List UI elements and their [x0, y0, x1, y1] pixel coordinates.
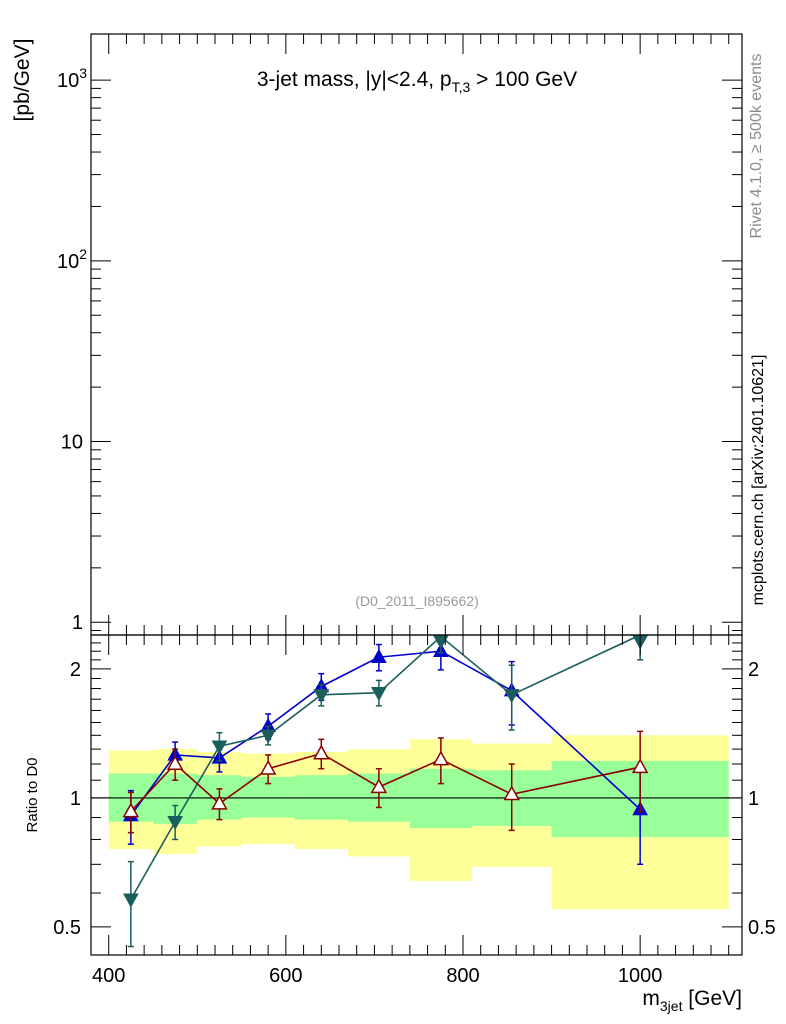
data-point-marker	[166, 755, 184, 770]
x-tick-label: 800	[446, 965, 479, 987]
main-y-tick-label: 10	[61, 432, 83, 454]
data-point-marker	[371, 686, 387, 702]
data-point-marker	[371, 648, 387, 663]
x-ticks: 400 600 800 1000	[92, 635, 730, 987]
data-point-marker	[167, 815, 183, 831]
data-point-marker	[313, 744, 330, 760]
data-point-marker	[260, 729, 276, 744]
main-y-ticks: 1 10 102 103	[57, 34, 742, 635]
data-point-marker	[313, 689, 330, 704]
data-point-marker	[123, 893, 139, 908]
data-point-marker	[432, 750, 450, 766]
ratio-y-tick-label-right: 2	[748, 659, 759, 681]
main-panel: 1 10 102 103 3-jet mass, |y|<2.4, pT,3 > 10…	[11, 33, 743, 636]
ratio-y-ticks: 0.5 0.5 1 1 2 2	[53, 634, 776, 939]
main-y-tick-label: 102	[57, 246, 87, 273]
ratio-y-tick-label-right: 1	[748, 788, 759, 810]
x-axis-label: m3jet [GeV]	[642, 987, 742, 1014]
main-title: 3-jet mass, |y|<2.4, pT,3 > 100 GeV	[257, 68, 577, 95]
data-point-marker	[370, 778, 388, 794]
analysis-watermark: (D0_2011_I895662)	[355, 593, 479, 609]
x-tick-label: 1000	[618, 965, 663, 987]
data-point-marker	[259, 759, 277, 775]
series-layer	[122, 635, 649, 948]
data-point-marker	[211, 794, 228, 810]
main-frame	[90, 33, 743, 636]
data-point-marker	[122, 802, 140, 818]
rivet-version-label: Rivet 4.1.0, ≥ 500k events	[748, 54, 765, 239]
x-tick-label: 400	[92, 965, 125, 987]
x-tick-label: 600	[269, 965, 302, 987]
ratio-y-tick-label: 1	[70, 788, 81, 810]
data-point-marker	[503, 689, 520, 704]
ratio-y-axis-label: Ratio to D0	[24, 757, 41, 832]
data-point-marker	[211, 740, 228, 755]
ratio-y-tick-label-right: 0.5	[748, 917, 776, 939]
uncertainty-bands	[108, 735, 729, 910]
ratio-panel: 0.5 0.5 1 1 2 2 400 600 800 1000 Ratio to D0 m3j…	[24, 634, 776, 1014]
data-point-marker	[503, 785, 520, 801]
main-y-tick-label: 1	[72, 612, 83, 634]
ratio-frame	[90, 634, 743, 956]
data-point-marker	[433, 635, 449, 650]
main-y-tick-label: 103	[57, 65, 87, 92]
source-credit-label: mcplots.cern.ch [arXiv:2401.10621]	[750, 355, 767, 606]
main-y-axis-label: [pb/GeV]	[11, 39, 34, 122]
ratio-y-tick-label: 0.5	[53, 917, 81, 939]
data-point-marker	[631, 758, 649, 774]
ratio-y-tick-label: 2	[70, 659, 81, 681]
